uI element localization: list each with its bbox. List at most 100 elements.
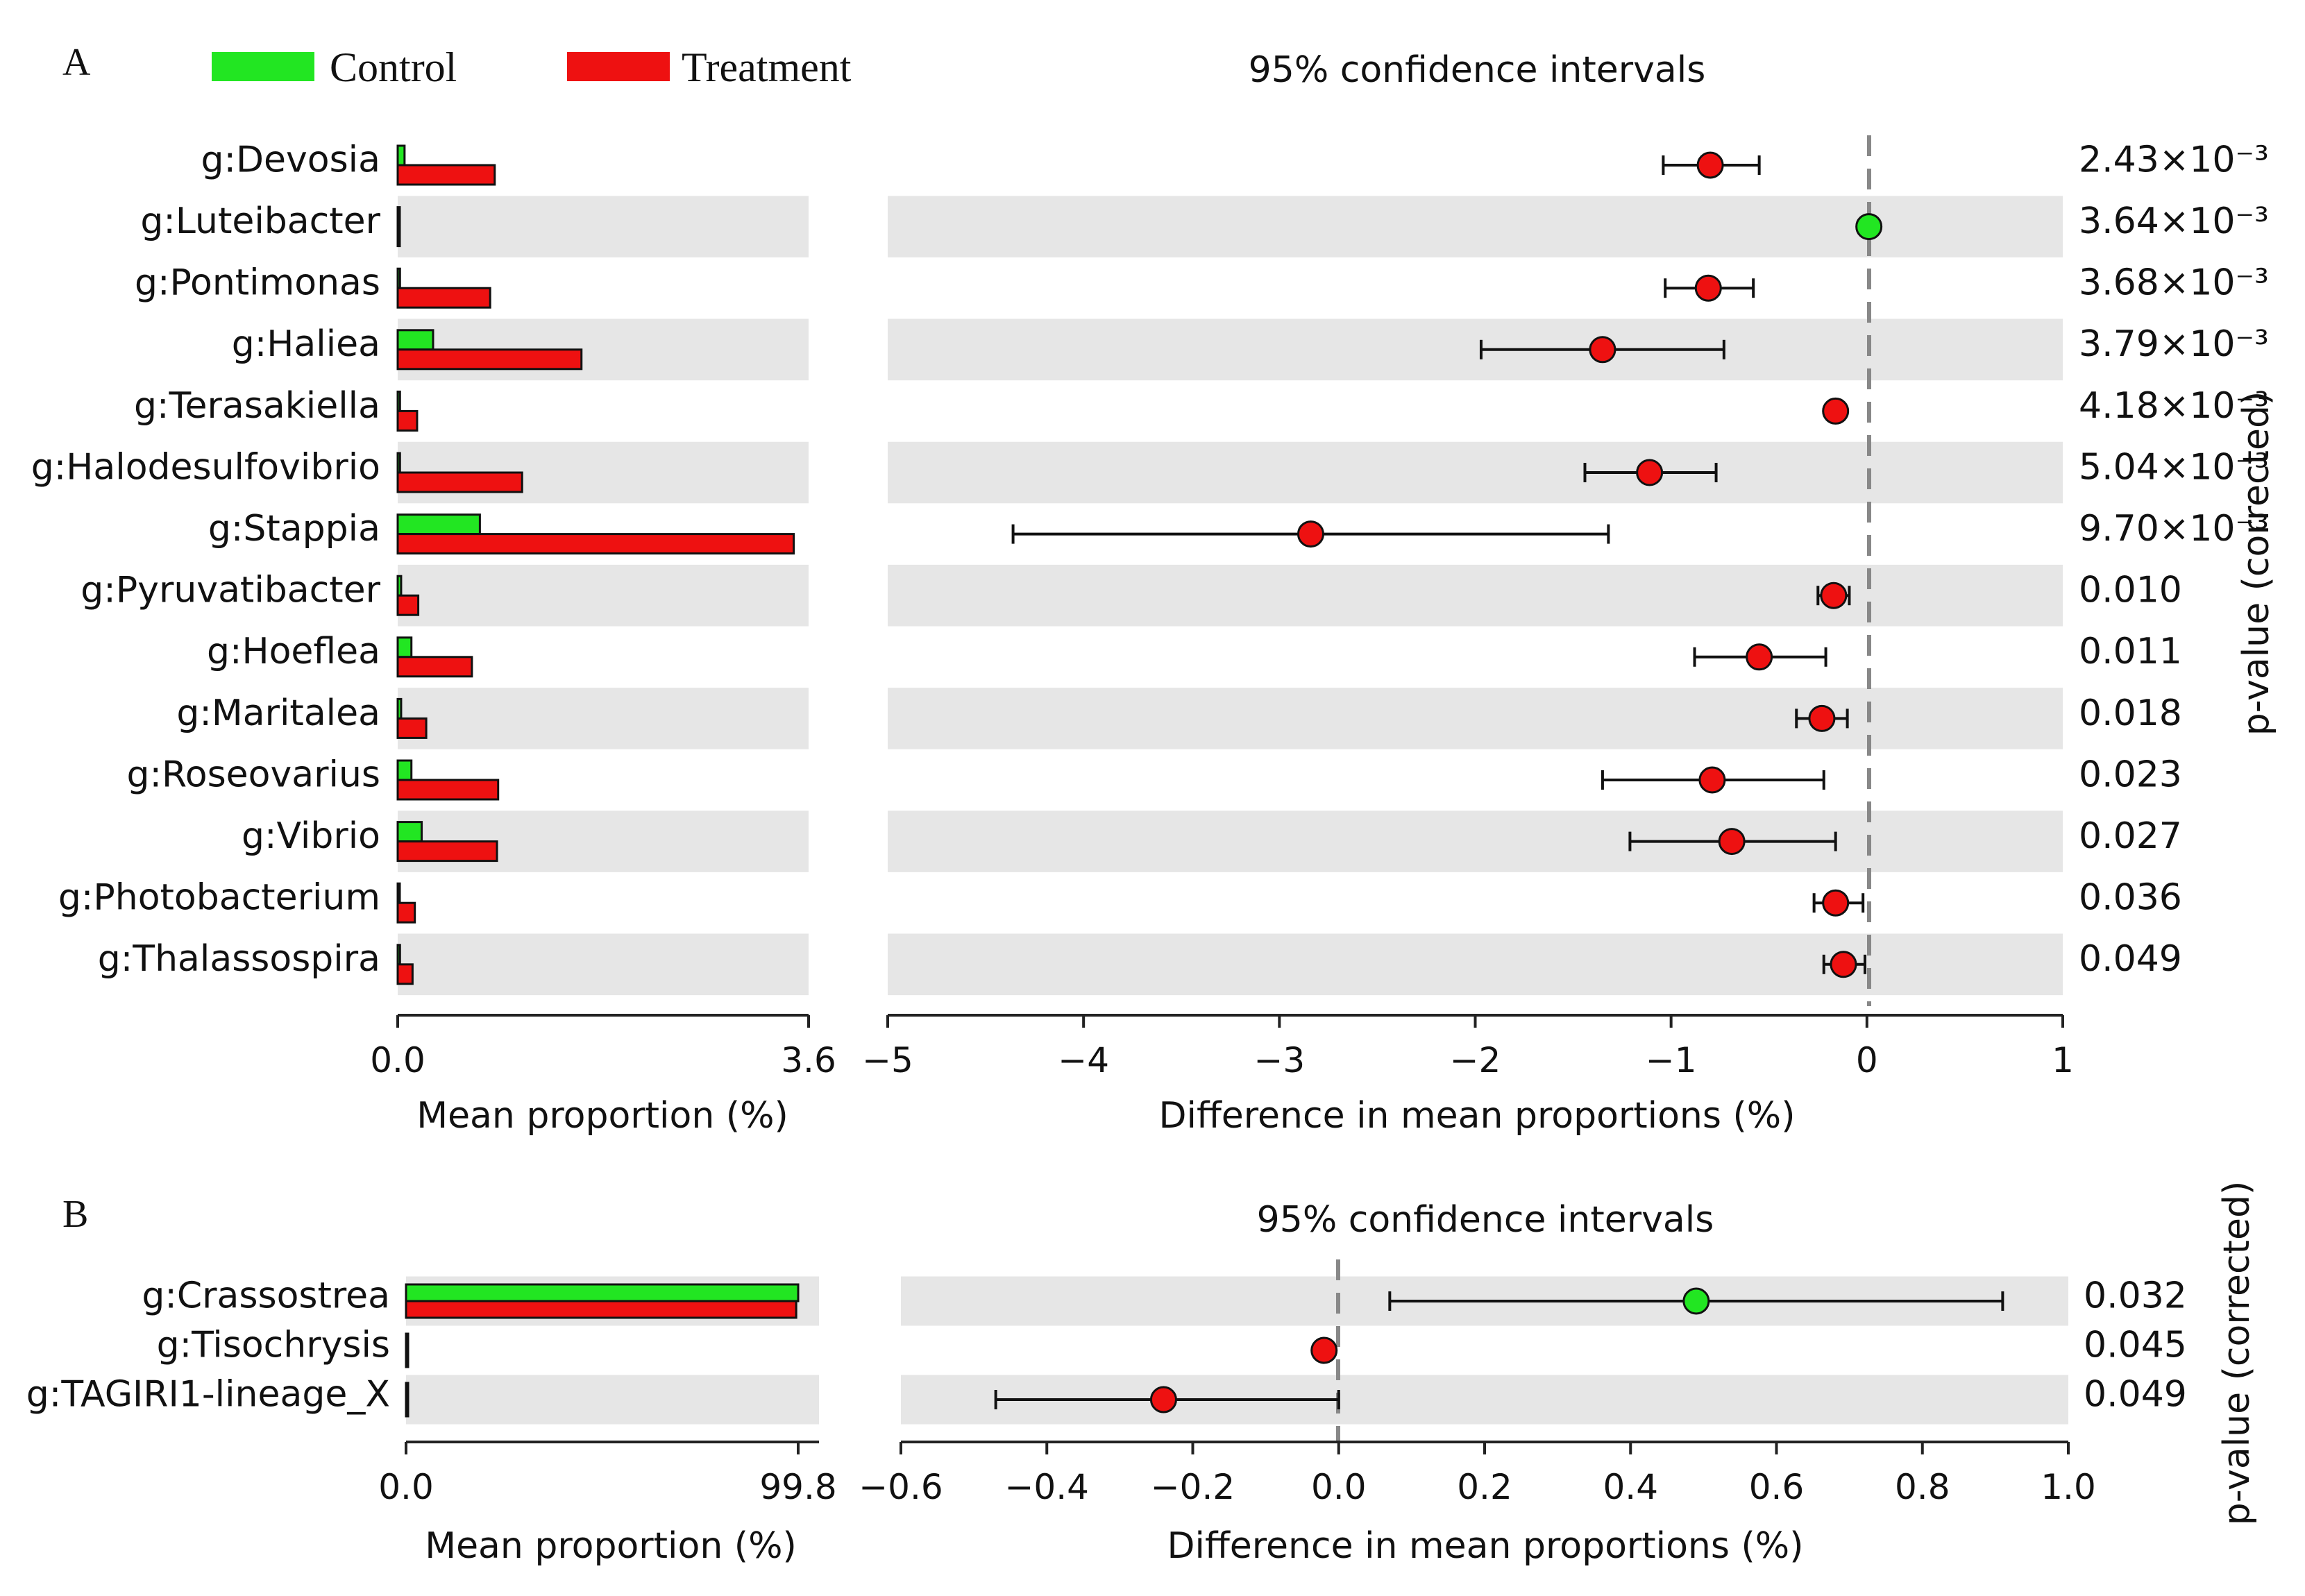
bar-treatment	[396, 226, 401, 248]
ci-tick-label: 0.6	[1749, 1467, 1805, 1507]
ci-tick-label: −0.4	[1005, 1467, 1089, 1507]
bar-xlabel-b: Mean proportion (%)	[425, 1525, 797, 1567]
bar-treatment	[396, 287, 491, 309]
bar-control	[396, 882, 401, 904]
category-label: g:Maritalea	[176, 693, 380, 734]
ci-tick-label: −5	[862, 1040, 913, 1080]
row-shade-bar	[398, 933, 809, 996]
ci-point	[1149, 1386, 1177, 1414]
pvalue: 5.04×10⁻³	[2079, 446, 2269, 488]
ci-point	[1830, 951, 1857, 978]
ci-point	[1694, 274, 1722, 302]
bar-treatment	[396, 717, 428, 739]
bar-control	[396, 697, 403, 720]
ci-tick-label: −3	[1253, 1040, 1305, 1080]
ci-point	[1310, 1336, 1338, 1364]
row-shade-bar	[398, 196, 809, 257]
row-shading-b	[406, 1276, 2068, 1425]
bar-control	[396, 636, 413, 659]
bars-a	[396, 144, 795, 985]
pvalue: 3.79×10⁻³	[2079, 323, 2269, 365]
panel-label-b: B	[62, 1193, 88, 1236]
pvalue: 0.036	[2079, 877, 2182, 919]
legend-swatch-treatment	[567, 52, 670, 81]
ci-point	[1589, 336, 1616, 364]
bar-tick-label: 3.6	[781, 1040, 836, 1080]
pvalue: 0.045	[2084, 1324, 2187, 1366]
bars-b	[405, 1283, 800, 1418]
category-label: g:Stappia	[208, 508, 380, 550]
ci-point	[1808, 704, 1836, 732]
category-label: g:Pontimonas	[135, 262, 380, 304]
row-shade-ci	[888, 810, 2063, 872]
bar-treatment	[396, 901, 416, 924]
pvalue: 2.43×10⁻³	[2079, 139, 2269, 180]
pvalue: 0.049	[2084, 1373, 2187, 1415]
row-shade-bar	[406, 1375, 819, 1425]
bar-control	[396, 575, 403, 597]
pvalue-label-a: p-value (corrected)	[2236, 391, 2277, 736]
pvalue: 0.010	[2079, 570, 2182, 611]
category-label: g:Halodesulfovibrio	[31, 446, 380, 488]
category-labels-a: g:Devosia g:Luteibacter g:Pontimonas g:Hali…	[31, 139, 381, 980]
category-label: g:Haliea	[232, 323, 380, 365]
ci-tick-label: 0	[1856, 1040, 1878, 1080]
bar-control	[396, 390, 401, 412]
legend-swatch-control	[212, 52, 314, 81]
category-labels-b: g:Crassostrea g:Tisochrysis g:TAGIRI1-line…	[26, 1275, 390, 1415]
ci-plot-b	[994, 1259, 2004, 1443]
category-label: g:Pyruvatibacter	[81, 570, 380, 611]
row-shade-ci	[888, 688, 2063, 749]
category-label: g:Tisochrysis	[157, 1324, 390, 1366]
pvalue: 0.018	[2079, 693, 2182, 734]
row-shade-ci	[888, 564, 2063, 627]
bar-treatment	[405, 1349, 410, 1368]
legend-label-treatment: Treatment	[682, 44, 852, 90]
panel-b: B 95% confidence intervals g:Crassostrea…	[26, 1181, 2258, 1567]
legend: Control Treatment	[212, 44, 852, 90]
ci-point	[1682, 1287, 1710, 1315]
ci-tick-label: 0.0	[1311, 1467, 1367, 1507]
panel-a: A Control Treatment 95% confidence inter…	[31, 41, 2277, 1137]
bar-treatment	[405, 1398, 410, 1418]
pvalue: 3.64×10⁻³	[2079, 201, 2269, 242]
category-label: g:TAGIRI1-lineage_X	[26, 1373, 390, 1415]
ci-tick-label: −0.2	[1151, 1467, 1235, 1507]
row-shade-ci	[888, 319, 2063, 381]
ci-point	[1822, 889, 1850, 917]
bar-control	[405, 1283, 800, 1302]
bar-control	[396, 329, 434, 351]
category-label: g:Devosia	[201, 139, 380, 180]
category-label: g:Thalassospira	[98, 938, 380, 980]
legend-label-control: Control	[330, 44, 457, 90]
ci-xlabel-b: Difference in mean proportions (%)	[1167, 1525, 1803, 1567]
ci-tick-label: −1	[1646, 1040, 1697, 1080]
row-shade-ci	[888, 933, 2063, 996]
pvalue: 0.023	[2079, 754, 2182, 795]
bar-xlabel-a: Mean proportion (%)	[416, 1095, 788, 1137]
row-shading-a	[398, 196, 2063, 996]
pvalue: 9.70×10⁻³	[2079, 508, 2269, 550]
row-shade-bar	[398, 688, 809, 749]
pvalue: 0.032	[2084, 1275, 2187, 1316]
bar-tick-label: 99.8	[759, 1467, 836, 1507]
bar-treatment	[396, 963, 414, 985]
pvalues-a: 2.43×10⁻³ 3.64×10⁻³ 3.68×10⁻³ 3.79×10⁻³ 4.18…	[2079, 139, 2269, 980]
ci-point	[1636, 459, 1664, 486]
bar-treatment	[396, 840, 498, 863]
pvalue: 0.027	[2079, 815, 2182, 857]
bar-control	[396, 267, 401, 289]
category-label: g:Vibrio	[242, 815, 380, 857]
ci-point	[1855, 213, 1883, 241]
ci-plot-a	[1011, 135, 1883, 1006]
pvalue: 0.011	[2079, 631, 2182, 672]
ci-tick-label: 0.2	[1457, 1467, 1512, 1507]
bar-control	[396, 513, 481, 536]
ci-tick-label: 0.4	[1603, 1467, 1658, 1507]
ci-point	[1822, 397, 1850, 425]
bar-control	[405, 1332, 410, 1352]
bar-treatment	[396, 779, 500, 801]
ci-point	[1696, 151, 1724, 179]
bar-control	[396, 821, 423, 843]
